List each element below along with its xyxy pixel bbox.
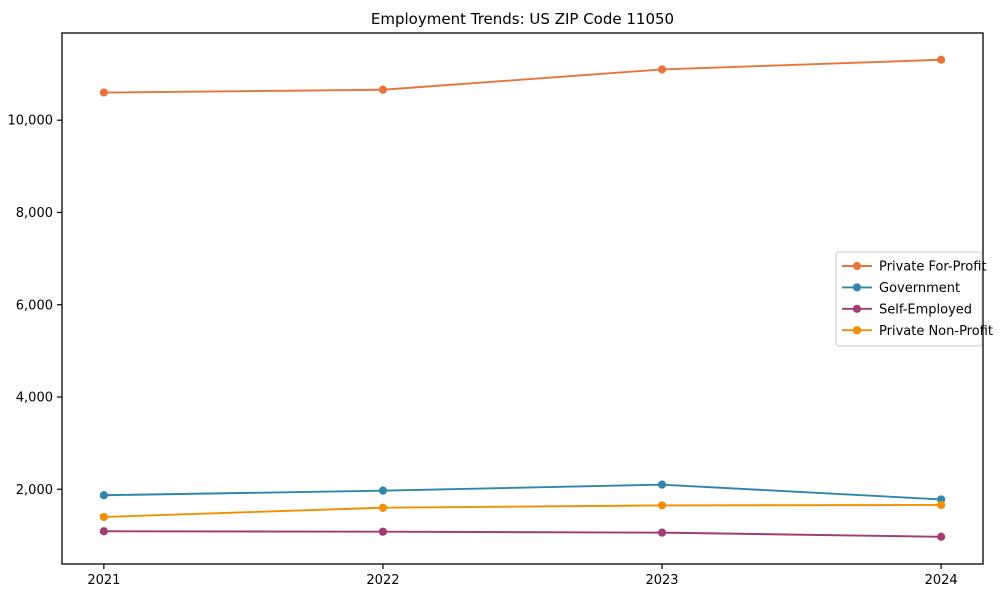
- data-point-private-for-profit: [937, 55, 946, 64]
- legend-label: Private For-Profit: [879, 260, 987, 275]
- series-line-government: [103, 483, 942, 501]
- data-point-self-employed: [99, 527, 108, 536]
- data-point-self-employed: [378, 527, 388, 536]
- data-point-private-non-profit: [657, 501, 667, 510]
- data-point-government: [99, 491, 108, 500]
- legend-marker: [852, 261, 862, 271]
- series-line-self-employed: [103, 530, 942, 538]
- legend-marker: [852, 326, 862, 335]
- data-point-private-non-profit: [937, 500, 946, 510]
- series-line-private-for-profit: [103, 58, 942, 94]
- data-point-self-employed: [937, 532, 946, 541]
- legend-marker: [852, 283, 862, 292]
- chart-title: Employment Trends: US ZIP Code 11050: [370, 10, 675, 28]
- x-tick-label: 2024: [925, 573, 958, 588]
- x-tick-label: 2023: [645, 573, 678, 588]
- data-point-private-for-profit: [657, 65, 667, 74]
- x-tick-label: 2021: [87, 573, 120, 588]
- legend-box: [835, 251, 983, 347]
- y-tick-label: 4,000: [16, 391, 53, 406]
- data-point-government: [657, 480, 667, 489]
- series-line-private-non-profit: [103, 503, 942, 518]
- y-tick-label: 10,000: [8, 114, 54, 129]
- legend-label: Private Non-Profit: [879, 324, 993, 339]
- data-point-private-non-profit: [99, 512, 108, 522]
- data-point-self-employed: [657, 528, 667, 537]
- data-point-private-non-profit: [378, 503, 388, 512]
- legend-label: Self-Employed: [879, 302, 972, 317]
- plot-border: [61, 32, 984, 565]
- y-tick-label: 8,000: [16, 206, 53, 221]
- y-tick-label: 2,000: [16, 483, 53, 498]
- data-point-private-for-profit: [378, 85, 388, 94]
- legend-marker: [852, 304, 862, 313]
- y-tick-label: 6,000: [16, 298, 53, 313]
- legend-label: Government: [879, 281, 960, 296]
- data-point-private-for-profit: [99, 88, 108, 97]
- x-tick-label: 2022: [366, 573, 399, 588]
- data-point-government: [378, 486, 388, 495]
